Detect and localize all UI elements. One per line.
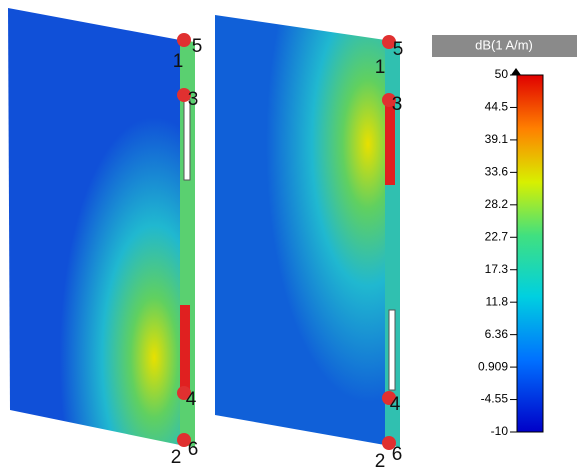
colorbar-tick-label: 28.2 [485, 197, 509, 211]
port-label: 3 [392, 94, 403, 115]
port-marker [177, 88, 191, 102]
port-marker [177, 33, 191, 47]
colorbar-tick-label: -10 [491, 424, 509, 438]
port-label: 2 [375, 451, 386, 467]
colorbar: dB(1 A/m) 50 44.5 39.1 33.6 28.2 22.7 17.3 11.8… [432, 35, 577, 438]
colorbar-title: dB(1 A/m) [475, 37, 533, 52]
port-marker [382, 391, 396, 405]
port-label: 6 [188, 439, 199, 460]
colorbar-gradient [516, 74, 544, 433]
hot-slot [180, 305, 190, 390]
port-marker [382, 436, 396, 450]
colorbar-tick-label: 6.36 [485, 327, 509, 341]
board [8, 8, 180, 445]
port-label: 1 [173, 51, 184, 72]
port-label: 1 [375, 57, 386, 78]
colorbar-tick-label: 17.3 [485, 262, 509, 276]
slot [183, 99, 191, 181]
colorbar-arrow [511, 68, 521, 75]
port-label: 3 [188, 89, 199, 110]
port-label: 4 [390, 394, 401, 415]
colorbar-tick-label: 50 [495, 67, 509, 81]
panel-left: 1 5 3 4 2 6 [8, 8, 202, 467]
slot [388, 309, 396, 391]
port-marker [382, 93, 396, 107]
port-marker [177, 433, 191, 447]
colorbar-tick-label: 44.5 [485, 100, 509, 114]
port-marker [177, 386, 191, 400]
colorbar-tick-label: 39.1 [485, 132, 509, 146]
board [215, 15, 385, 445]
port-label: 5 [393, 39, 404, 60]
colorbar-tick-label: 0.909 [478, 359, 508, 373]
colorbar-tick-label: 22.7 [485, 229, 509, 243]
colorbar-tick-label: -4.55 [481, 392, 509, 406]
port-label: 5 [192, 36, 203, 57]
port-label: 4 [186, 389, 197, 410]
colorbar-tick-label: 33.6 [485, 165, 509, 179]
panel-right: 1 5 3 4 2 6 [215, 15, 403, 467]
colorbar-header [432, 35, 577, 57]
port-marker [382, 35, 396, 49]
colorbar-tick-label: 11.8 [486, 294, 509, 308]
port-label: 2 [171, 447, 182, 467]
hot-slot [385, 100, 395, 185]
port-label: 6 [392, 444, 403, 465]
